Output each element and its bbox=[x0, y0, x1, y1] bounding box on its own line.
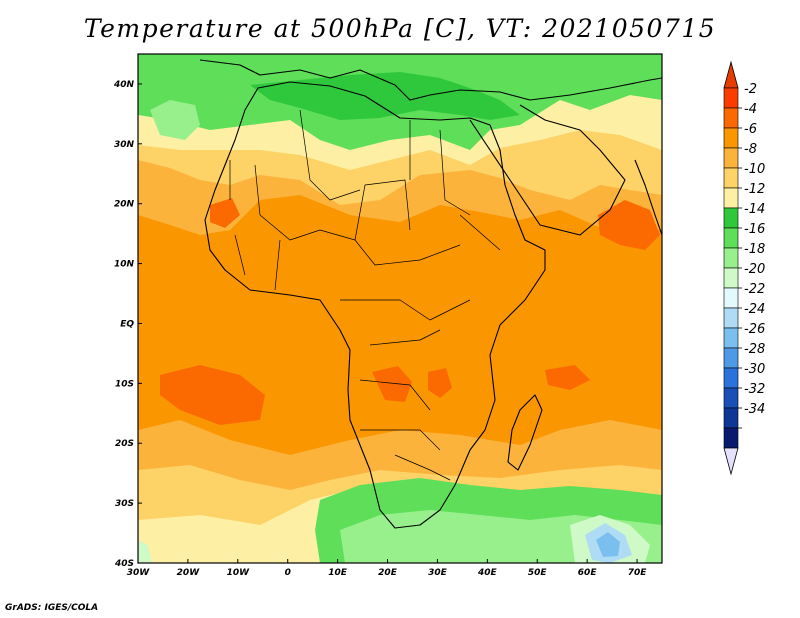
colorbar-swatch bbox=[723, 307, 739, 329]
map-frame bbox=[137, 53, 663, 564]
colorbar-label: -26 bbox=[744, 322, 765, 337]
colorbar: -2 -4 -6 -8 -10 -12 -14 -16 -18 -20 -22 -24 -26 -28 -3… bbox=[723, 60, 765, 476]
colorbar-swatch bbox=[723, 327, 739, 349]
colorbar-label: -14 bbox=[744, 202, 765, 217]
lat-tick-label: 20S bbox=[115, 439, 134, 449]
contour-band-neg4-atlantic bbox=[160, 365, 265, 425]
lon-tick-label: 0 bbox=[285, 568, 291, 578]
colorbar-label: -8 bbox=[744, 142, 757, 157]
colorbar-label: -12 bbox=[744, 182, 765, 197]
colorbar-label: -10 bbox=[744, 162, 765, 177]
colorbar-top-arrow bbox=[723, 60, 739, 89]
lon-tick-label: 70E bbox=[628, 568, 648, 578]
country-borders bbox=[229, 109, 501, 481]
lat-tick-label: 20N bbox=[114, 200, 135, 210]
lat-tick-label: 10S bbox=[115, 379, 134, 389]
colorbar-label: -22 bbox=[744, 282, 765, 297]
contour-band-neg4-congo bbox=[372, 366, 412, 402]
lat-tick-label: 40N bbox=[113, 80, 135, 90]
colorbar-bottom-arrow bbox=[723, 447, 739, 476]
colorbar-label: -30 bbox=[744, 362, 765, 377]
colorbar-swatch bbox=[723, 407, 739, 429]
contour-band-neg4-westafrica bbox=[210, 198, 240, 228]
contour-band-neg24-south bbox=[596, 532, 620, 557]
colorbar-swatch bbox=[723, 347, 739, 369]
colorbar-swatch bbox=[723, 287, 739, 309]
colorbar-swatch bbox=[723, 167, 739, 189]
colorbar-swatch bbox=[723, 427, 739, 449]
colorbar-label: -34 bbox=[744, 402, 765, 417]
lon-tick-label: 10E bbox=[328, 568, 348, 578]
colorbar-swatch bbox=[723, 147, 739, 169]
lon-tick-label: 20W bbox=[177, 568, 201, 578]
lon-tick-label: 40E bbox=[477, 568, 498, 578]
colorbar-label: -20 bbox=[744, 262, 765, 277]
colorbar-swatch bbox=[723, 367, 739, 389]
colorbar-label: -16 bbox=[744, 222, 765, 237]
lat-tick-label: 40S bbox=[114, 559, 134, 569]
lon-tick-label: 20E bbox=[378, 568, 398, 578]
colorbar-label: -4 bbox=[744, 102, 757, 117]
colorbar-swatch bbox=[723, 107, 739, 129]
arabia-coastline bbox=[469, 104, 626, 236]
map-title: Temperature at 500hPa [C], VT: 202105071… bbox=[83, 14, 717, 43]
contour-band-neg4-malawi bbox=[428, 368, 452, 398]
border-lines bbox=[229, 109, 501, 481]
contour-band-neg14-dark bbox=[250, 72, 520, 120]
colorbar-swatch bbox=[723, 87, 739, 109]
colorbar-swatch bbox=[723, 207, 739, 229]
colorbar-label: -24 bbox=[744, 302, 765, 317]
lon-tick-label: 30W bbox=[127, 568, 151, 578]
madagascar-coastline bbox=[507, 394, 543, 471]
europe-coastline bbox=[199, 59, 662, 101]
longitude-axis: 30W 20W 10W 0 10E 20E 30E 40E 50E 60E 70E bbox=[127, 559, 647, 578]
colorbar-label: -18 bbox=[744, 242, 765, 257]
coastlines bbox=[199, 59, 662, 529]
colorbar-swatch bbox=[723, 127, 739, 149]
lon-tick-label: 30E bbox=[428, 568, 448, 578]
colorbar-swatch bbox=[723, 187, 739, 209]
colorbar-swatch bbox=[723, 267, 739, 289]
colorbar-label: -32 bbox=[744, 382, 765, 397]
lon-tick-label: 60E bbox=[578, 568, 598, 578]
colorbar-label: -2 bbox=[744, 82, 757, 97]
colorbar-swatch bbox=[723, 247, 739, 269]
latitude-axis: 40N 30N 20N 10N EQ 10S 20S 30S 40S bbox=[113, 80, 142, 569]
colorbar-label: -28 bbox=[744, 342, 765, 357]
lon-tick-label: 10W bbox=[227, 568, 251, 578]
lat-tick-label: 10N bbox=[114, 260, 135, 270]
contour-band-neg18-sw bbox=[138, 540, 152, 563]
contour-band-neg4-indian bbox=[545, 365, 590, 390]
africa-coastline bbox=[204, 81, 546, 529]
lat-tick-label: 30S bbox=[115, 499, 134, 509]
colorbar-label: -6 bbox=[744, 122, 757, 137]
colorbar-swatch bbox=[723, 227, 739, 249]
lon-tick-label: 50E bbox=[528, 568, 548, 578]
temperature-field bbox=[138, 54, 662, 563]
contour-band-neg4-arabian bbox=[598, 200, 660, 250]
lat-tick-label: EQ bbox=[120, 319, 134, 329]
contour-band-neg16-nw bbox=[150, 100, 200, 140]
lat-tick-label: 30N bbox=[114, 140, 135, 150]
india-coastline bbox=[634, 159, 662, 236]
colorbar-swatch bbox=[723, 387, 739, 409]
grads-credit: GrADS: IGES/COLA bbox=[5, 603, 99, 613]
